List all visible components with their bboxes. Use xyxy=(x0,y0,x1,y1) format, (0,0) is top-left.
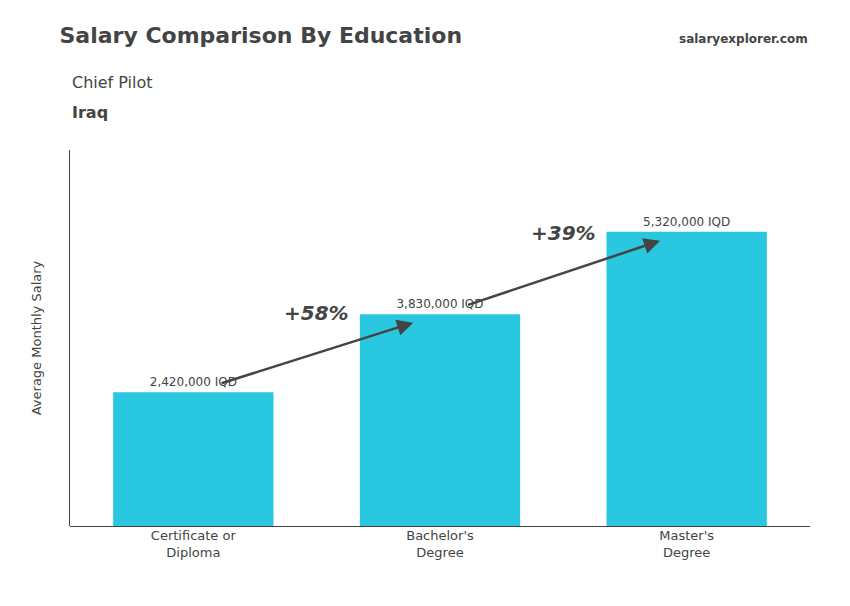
svg-text:salaryexplorer.com: salaryexplorer.com xyxy=(679,32,808,46)
svg-text:3,830,000 IQD: 3,830,000 IQD xyxy=(396,297,483,311)
svg-text:Bachelor'sDegree: Bachelor'sDegree xyxy=(406,528,474,560)
svg-text:Iraq: Iraq xyxy=(72,103,108,122)
svg-text:+39%: +39% xyxy=(531,221,596,245)
svg-text:Master'sDegree: Master'sDegree xyxy=(659,528,714,560)
svg-text:Chief Pilot: Chief Pilot xyxy=(72,73,153,92)
svg-text:Salary Comparison By Education: Salary Comparison By Education xyxy=(60,23,463,48)
svg-text:Average Monthly Salary: Average Monthly Salary xyxy=(29,260,44,415)
svg-text:2,420,000 IQD: 2,420,000 IQD xyxy=(150,375,237,389)
svg-text:5,320,000 IQD: 5,320,000 IQD xyxy=(643,215,730,229)
svg-text:Certificate orDiploma: Certificate orDiploma xyxy=(151,528,237,560)
svg-text:+58%: +58% xyxy=(284,301,349,325)
